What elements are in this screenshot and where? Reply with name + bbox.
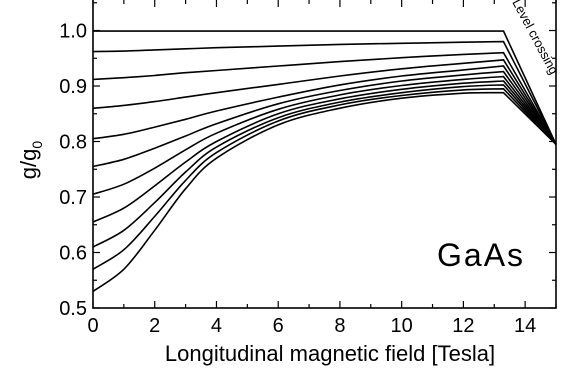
- x-tick-label: 8: [334, 315, 345, 337]
- x-tick-label: 12: [452, 315, 474, 337]
- y-tick-label: 0.5: [59, 298, 87, 320]
- axis-ticks: [92, 0, 557, 309]
- series-lines: [92, 30, 557, 293]
- series-line: [93, 30, 557, 145]
- y-tick-label: 1.0: [59, 21, 87, 43]
- y-tick-label: 0.7: [59, 187, 87, 209]
- plot-frame: [92, 0, 557, 309]
- x-tick-label: 14: [514, 315, 536, 337]
- series-line: [92, 51, 557, 145]
- series-line: [92, 59, 557, 145]
- y-tick-label: 0.9: [59, 76, 87, 98]
- y-axis-label-subscript: 0: [29, 141, 45, 149]
- series-line: [92, 70, 557, 168]
- series-line: [92, 87, 557, 270]
- y-axis-label: g/g0: [16, 141, 45, 180]
- annotation-level-crossing: Level crossing: [509, 0, 561, 77]
- series-line: [92, 80, 557, 223]
- annotation-gaas: GaAs: [437, 237, 525, 273]
- series-line: [92, 91, 557, 293]
- series-line: [92, 65, 557, 145]
- x-tick-label: 0: [87, 315, 98, 337]
- tick-labels: 0 2 4 6 8 10 12 14 0.5 0.6 0.7 0.8 0.9 1.0: [59, 21, 536, 337]
- x-axis-label: Longitudinal magnetic field [Tesla]: [165, 341, 495, 366]
- series-line: [92, 40, 557, 145]
- y-axis-label-main: g/g: [16, 149, 41, 180]
- x-tick-label: 6: [273, 315, 284, 337]
- y-tick-label: 0.6: [59, 243, 87, 265]
- series-line: [92, 84, 557, 248]
- x-tick-label: 4: [211, 315, 222, 337]
- x-tick-label: 10: [391, 315, 413, 337]
- y-tick-label: 0.8: [59, 132, 87, 154]
- series-line: [92, 75, 557, 195]
- x-tick-label: 2: [149, 315, 160, 337]
